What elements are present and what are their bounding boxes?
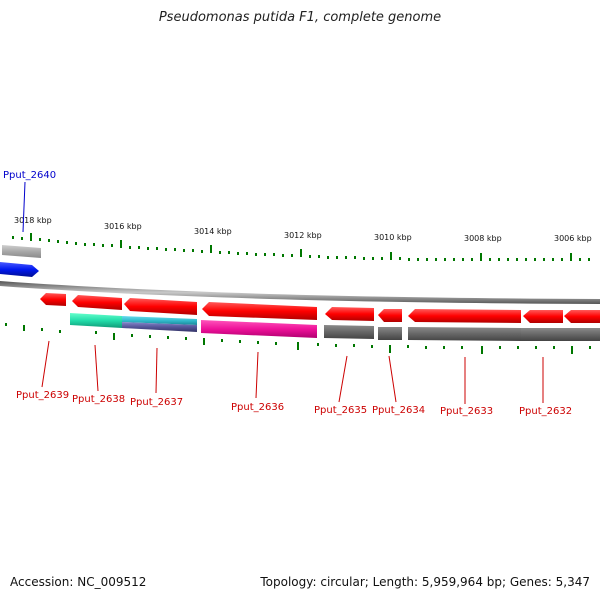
tick-major — [210, 245, 212, 253]
scale-label: 3018 kbp — [14, 216, 52, 225]
leader-line — [94, 344, 99, 392]
scale-label: 3014 kbp — [194, 227, 232, 236]
tick-major — [480, 253, 482, 261]
gene-label-Pput_2640[interactable]: Pput_2640 — [3, 170, 56, 181]
leader-line — [22, 181, 26, 233]
cds-forward-Pput_2632[interactable] — [523, 310, 563, 323]
upper-ticks: 3018 kbp 3016 kbp 3014 kbp 3012 kbp 3010… — [12, 216, 592, 261]
scale-label: 3016 kbp — [104, 222, 142, 231]
leader-line — [338, 355, 348, 403]
cog-feature[interactable] — [324, 325, 374, 339]
gene-label-Pput_2635[interactable]: Pput_2635 — [314, 405, 367, 416]
leader-line — [255, 351, 259, 399]
cds-forward-Pput_2639[interactable] — [40, 293, 66, 306]
gene-labels: Pput_2640 Pput_2639 Pput_2638 Pput_2637 … — [3, 170, 572, 417]
cds-reverse-Pput_2640[interactable] — [0, 262, 39, 277]
tick-major — [30, 233, 32, 241]
cds-forward-Pput_2637[interactable] — [124, 298, 197, 315]
leader-line — [41, 340, 50, 388]
gene-label-Pput_2638[interactable]: Pput_2638 — [72, 394, 125, 405]
accession-text: Accession: NC_009512 — [10, 575, 147, 589]
scale-label: 3006 kbp — [554, 234, 592, 243]
tick-major — [390, 252, 392, 260]
gene-label-Pput_2634[interactable]: Pput_2634 — [372, 405, 425, 416]
tick-major — [570, 253, 572, 261]
scale-label: 3012 kbp — [284, 231, 322, 240]
scale-label: 3010 kbp — [374, 233, 412, 242]
cds-forward-Pput_2638[interactable] — [72, 295, 122, 310]
tick-major — [120, 240, 122, 248]
forward-cog-track — [70, 313, 600, 341]
cds-forward-next[interactable] — [564, 310, 600, 323]
lower-ticks — [5, 323, 591, 354]
gene-label-Pput_2639[interactable]: Pput_2639 — [16, 390, 69, 401]
genome-backbone — [0, 281, 600, 304]
leader-line — [388, 355, 397, 403]
cog-feature[interactable] — [70, 313, 122, 328]
cog-feature[interactable] — [2, 245, 41, 258]
cog-feature[interactable] — [122, 322, 197, 332]
cog-feature[interactable] — [521, 328, 600, 341]
gene-label-Pput_2636[interactable]: Pput_2636 — [231, 402, 284, 413]
leader-line — [155, 347, 158, 394]
map-title: Pseudomonas putida F1, complete genome — [158, 10, 442, 25]
cds-forward-Pput_2636[interactable] — [202, 302, 317, 320]
cog-feature[interactable] — [201, 320, 317, 338]
gene-label-Pput_2633[interactable]: Pput_2633 — [440, 406, 493, 417]
cds-forward-Pput_2633[interactable] — [408, 309, 521, 323]
cog-feature[interactable] — [408, 327, 521, 341]
genome-summary-text: Topology: circular; Length: 5,959,964 bp… — [260, 575, 590, 589]
cds-forward-Pput_2635[interactable] — [325, 307, 374, 321]
cog-feature[interactable] — [378, 327, 402, 340]
scale-label: 3008 kbp — [464, 234, 502, 243]
forward-cds-track — [40, 293, 600, 323]
gene-label-Pput_2637[interactable]: Pput_2637 — [130, 397, 183, 408]
cds-forward-Pput_2634[interactable] — [378, 309, 402, 322]
tick-major — [300, 249, 302, 257]
gene-label-Pput_2632[interactable]: Pput_2632 — [519, 406, 572, 417]
